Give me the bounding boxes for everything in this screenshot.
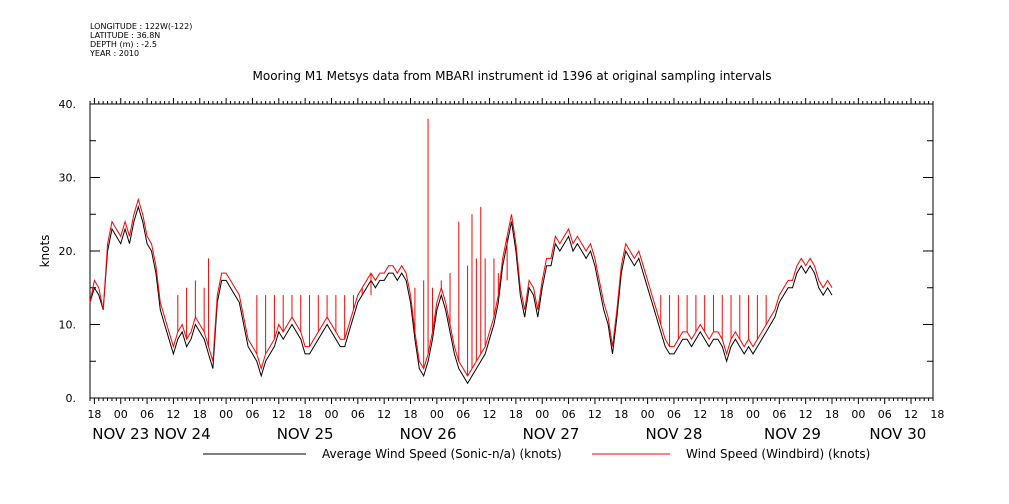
series-line-windbird <box>89 197 833 377</box>
x-tick-label: 06 <box>667 408 681 421</box>
x-tick-label: 06 <box>878 408 892 421</box>
x-tick-label: 00 <box>746 408 760 421</box>
x-tick-label: 06 <box>140 408 154 421</box>
x-tick-label: 18 <box>720 408 734 421</box>
x-date-label: NOV 26 <box>400 425 457 443</box>
x-date-label: NOV 24 <box>154 425 211 443</box>
x-tick-label: 00 <box>535 408 549 421</box>
x-tick-label: 12 <box>166 408 180 421</box>
y-tick-label: 20. <box>59 245 77 258</box>
x-tick-label: 12 <box>799 408 813 421</box>
metadata-block: LONGITUDE : 122W(-122) LATITUDE : 36.8N … <box>90 22 192 58</box>
meta-longitude: LONGITUDE : 122W(-122) <box>90 22 193 31</box>
x-tick-label: 18 <box>193 408 207 421</box>
x-tick-label: 00 <box>219 408 233 421</box>
x-tick-label: 18 <box>930 408 944 421</box>
x-tick-label: 00 <box>114 408 128 421</box>
x-tick-label: 18 <box>87 408 101 421</box>
x-tick-label: 06 <box>351 408 365 421</box>
x-tick-labels: 18 00 06 12 18 00 06 12 18 00 06 12 18 00 06 12 18 00 06 12… <box>87 408 944 421</box>
x-tick-label: 18 <box>298 408 312 421</box>
series-line-average-wind <box>89 205 833 385</box>
y-tick-label: 30. <box>59 172 77 185</box>
x-tick-label: 12 <box>904 408 918 421</box>
x-tick-label: 18 <box>404 408 418 421</box>
x-tick-label: 12 <box>693 408 707 421</box>
x-date-labels: NOV 23 NOV 24 NOV 25 NOV 26 NOV 27 NOV 28 NOV … <box>92 425 926 443</box>
x-tick-label: 06 <box>456 408 470 421</box>
x-tick-label: 12 <box>377 408 391 421</box>
meta-depth: DEPTH (m) : -2.5 <box>90 40 157 49</box>
x-date-label: NOV 23 <box>92 425 149 443</box>
x-tick-label: 00 <box>430 408 444 421</box>
x-date-label: NOV 30 <box>869 425 926 443</box>
x-tick-label: 06 <box>562 408 576 421</box>
x-tick-label: 12 <box>588 408 602 421</box>
meta-year: YEAR : 2010 <box>90 49 140 58</box>
legend-label-windbird: Wind Speed (Windbird) (knots) <box>686 447 870 461</box>
x-tick-label: 00 <box>324 408 338 421</box>
x-tick-label: 06 <box>245 408 259 421</box>
x-tick-label: 12 <box>483 408 497 421</box>
y-axis-label: knots <box>38 235 52 268</box>
x-tick-label: 12 <box>272 408 286 421</box>
x-date-label: NOV 29 <box>764 425 821 443</box>
legend: Average Wind Speed (Sonic-n/a) (knots) Wi… <box>203 447 870 461</box>
axis-ticks <box>89 98 934 404</box>
y-tick-labels: 0. 10. 20. 30. 40. <box>59 98 77 405</box>
x-tick-label: 18 <box>825 408 839 421</box>
x-tick-label: 18 <box>614 408 628 421</box>
plot-frame <box>89 103 934 399</box>
x-tick-label: 06 <box>772 408 786 421</box>
y-tick-label: 0. <box>66 392 77 405</box>
y-tick-label: 40. <box>59 98 77 111</box>
x-date-label: NOV 25 <box>277 425 334 443</box>
chart-title: Mooring M1 Metsys data from MBARI instru… <box>253 69 772 83</box>
y-tick-label: 10. <box>59 319 77 332</box>
x-date-label: NOV 27 <box>523 425 580 443</box>
x-tick-label: 00 <box>641 408 655 421</box>
x-date-label: NOV 28 <box>646 425 703 443</box>
legend-label-average-wind: Average Wind Speed (Sonic-n/a) (knots) <box>322 447 562 461</box>
meta-latitude: LATITUDE : 36.8N <box>90 31 161 40</box>
x-tick-label: 00 <box>851 408 865 421</box>
series-layer <box>89 118 833 385</box>
x-tick-label: 18 <box>509 408 523 421</box>
